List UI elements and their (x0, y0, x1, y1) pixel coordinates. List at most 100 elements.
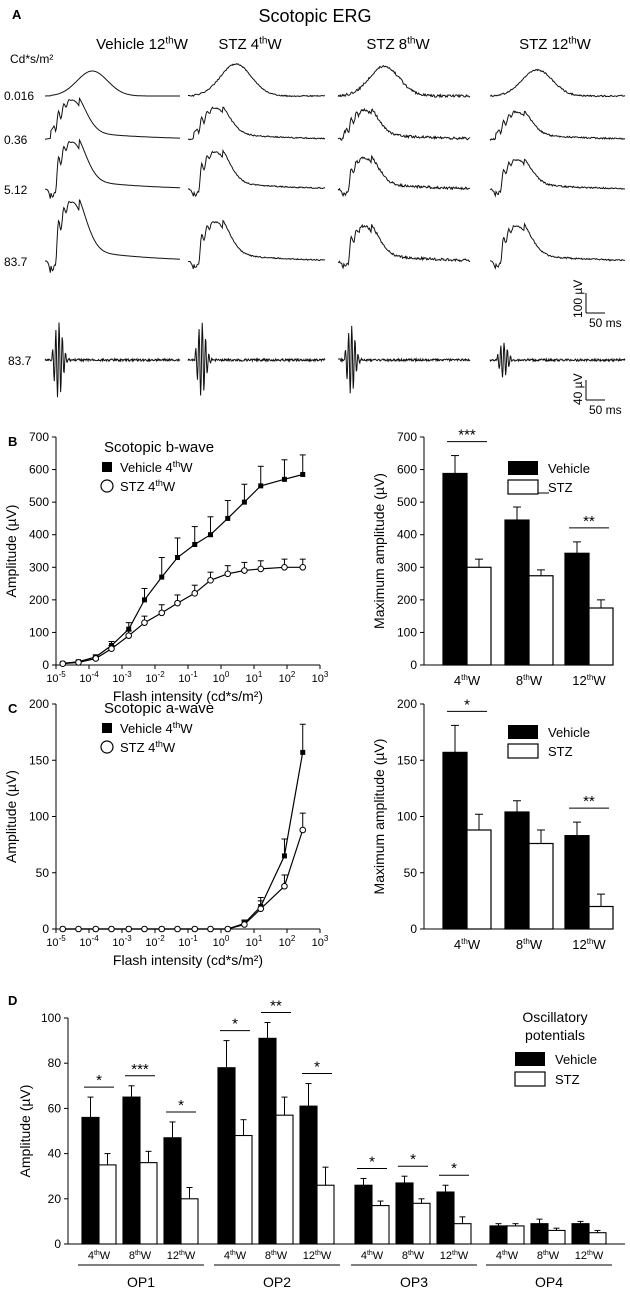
bar-stz (466, 566, 492, 666)
y-axis-label: Maximum amplitude (µV) (371, 473, 387, 629)
y-tick-label: 200 (397, 593, 417, 607)
bar-vehicle (489, 1225, 508, 1245)
legend-label-stz: STZ (555, 1072, 580, 1087)
data-point-vehicle (300, 471, 306, 477)
data-point-stz (191, 925, 199, 933)
panel-label: B (8, 434, 17, 449)
erg-title: Scotopic ERG (258, 6, 371, 26)
panel-b: B 0 100 200 300 400 500 600 700 10-5 10-4 10-3 10-2 1… (3, 427, 614, 704)
significance-marker: ** (583, 513, 595, 530)
scale-voltage-label: 100 µV (571, 280, 585, 318)
y-tick-label: 200 (397, 697, 417, 711)
data-point-vehicle (281, 853, 287, 859)
x-tick-label: 10-4 (79, 934, 99, 949)
bar-vehicle (504, 519, 530, 666)
bar-stz (371, 1205, 390, 1245)
x-tick-label: 10-4 (79, 670, 99, 685)
panel-label-d: D (8, 993, 17, 1008)
x-category-label: 12thW (167, 1250, 196, 1262)
y-tick-label: 600 (29, 463, 49, 477)
y-tick-label: 150 (29, 753, 49, 767)
significance-marker: * (369, 1153, 375, 1170)
data-point-stz (75, 925, 82, 933)
bar-vehicle (217, 1067, 236, 1245)
x-tick-label: 100 (213, 670, 230, 685)
bar-stz (98, 1164, 117, 1245)
op-trace (44, 322, 181, 398)
data-point-stz (92, 925, 100, 933)
bar-stz (180, 1198, 199, 1245)
bar-vehicle (442, 472, 468, 666)
bar-stz (139, 1162, 158, 1245)
erg-row-label: 5.12 (4, 183, 28, 197)
data-point-stz (75, 659, 82, 666)
x-tick-label: 101 (246, 934, 263, 949)
data-point-stz (59, 660, 67, 667)
y-tick-label: 50 (404, 866, 418, 880)
y-tick-label: 60 (48, 1101, 62, 1115)
series-line (62, 829, 304, 930)
legend-swatch-vehicle (508, 461, 538, 475)
bar-stz (453, 1223, 472, 1245)
x-tick-label: 10-2 (145, 934, 165, 949)
erg-unit-label: Cd*s/m² (10, 52, 53, 66)
y-tick-label: 700 (29, 430, 49, 444)
data-point-vehicle (159, 574, 165, 580)
legend-swatch-stz (507, 743, 539, 759)
bar-stz (412, 1202, 431, 1245)
bar-stz (588, 607, 614, 666)
erg-trace (489, 222, 626, 270)
data-point-vehicle (300, 749, 306, 755)
significance-marker: * (96, 1072, 102, 1089)
y-tick-label: 300 (397, 560, 417, 574)
x-tick-label: 10-1 (178, 934, 198, 949)
bar-vehicle (442, 751, 468, 930)
scale-time-label: 50 ms (589, 316, 622, 330)
panel-label: C (8, 701, 18, 716)
data-point-vehicle (174, 555, 180, 561)
y-axis-label: Amplitude (µV) (3, 770, 19, 863)
bar-stz (506, 1225, 525, 1245)
y-tick-label: 20 (48, 1192, 62, 1206)
data-point-vehicle (141, 597, 147, 603)
significance-marker: * (178, 1097, 184, 1114)
bar-vehicle (163, 1137, 182, 1245)
bar-vehicle (395, 1182, 414, 1245)
bar-vehicle (504, 811, 530, 930)
y-tick-label: 100 (29, 810, 49, 824)
data-point-stz (241, 921, 248, 928)
bar-stz (547, 1229, 566, 1245)
legend-title: Oscillatory (522, 1009, 587, 1025)
data-point-stz (158, 925, 166, 933)
x-category-label: 4thW (454, 937, 481, 952)
legend-label-stz: STZ (548, 744, 573, 759)
y-tick-label: 100 (397, 810, 417, 824)
y-tick-label: 0 (410, 658, 417, 672)
y-tick-label: 0 (42, 922, 49, 936)
x-tick-label: 101 (246, 670, 263, 685)
group-label: OP2 (263, 1274, 291, 1290)
significance-marker: ** (270, 998, 282, 1015)
bar-vehicle (354, 1184, 373, 1245)
y-axis-label: Amplitude (µV) (17, 1085, 33, 1178)
x-category-label: 8thW (537, 1250, 560, 1262)
x-category-label: 4thW (88, 1250, 111, 1262)
legend-label: Vehicle 4thW (120, 459, 193, 475)
significance-marker: * (410, 1151, 416, 1168)
y-axis-label: Amplitude (µV) (3, 505, 19, 598)
x-category-label: 8thW (129, 1250, 152, 1262)
data-point-vehicle (207, 532, 213, 538)
bar-stz (528, 842, 554, 930)
legend-marker-vehicle (102, 723, 112, 733)
x-category-label: 8thW (402, 1250, 425, 1262)
data-point-vehicle (281, 476, 287, 482)
y-tick-label: 0 (42, 658, 49, 672)
data-point-stz (158, 609, 166, 617)
y-tick-label: 40 (48, 1147, 62, 1161)
group-label: OP3 (400, 1274, 428, 1290)
y-tick-label: 200 (29, 697, 49, 711)
legend-label: STZ 4thW (120, 478, 176, 494)
legend-label-vehicle: Vehicle (548, 725, 590, 740)
y-tick-label: 400 (29, 528, 49, 542)
